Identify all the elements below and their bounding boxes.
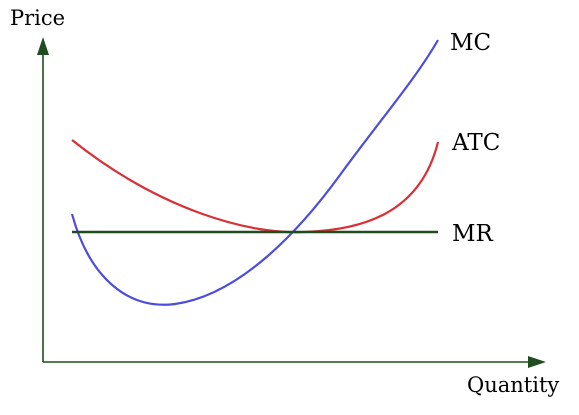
x-axis-arrowhead	[528, 356, 546, 368]
atc-curve	[71, 139, 440, 234]
atc-label: ATC	[451, 130, 500, 156]
x-axis-label: Quantity	[467, 373, 559, 397]
y-axis-label: Price	[10, 6, 65, 30]
mc-label: MC	[450, 30, 491, 56]
y-axis-arrowhead	[37, 37, 49, 55]
mr-label: MR	[452, 221, 494, 247]
axes	[37, 37, 546, 368]
mc-curve	[70, 39, 439, 306]
